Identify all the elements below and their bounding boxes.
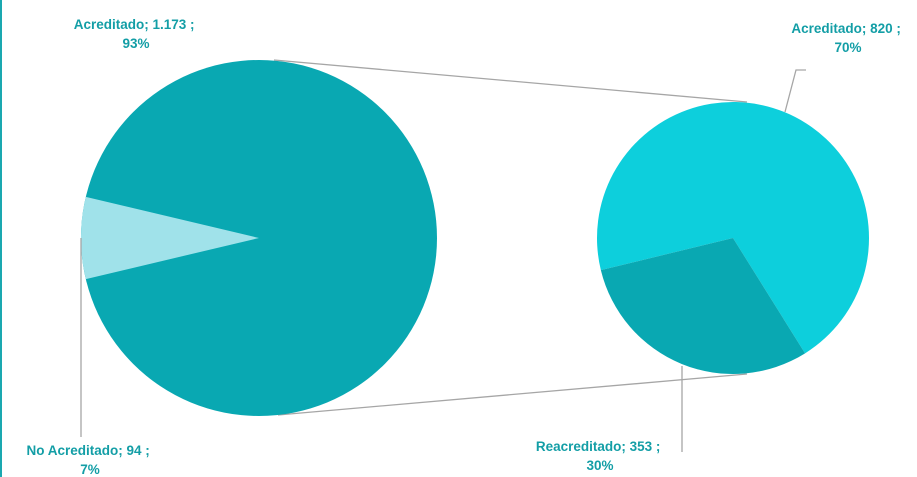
label-value: 353 [630,439,653,454]
main-pie-slice-no-acreditado[interactable] [80,196,259,280]
data-label-reacreditado: Reacreditado; 353 ; 30% [536,439,664,473]
label-value: 820 [870,21,893,36]
data-label-acreditado-main: Acreditado; 1.173 ; 93% [74,17,199,51]
label-value: 1.173 [152,17,186,32]
label-percent: 7% [80,462,100,477]
data-label-acreditado-secondary: Acreditado; 820 ; 70% [791,21,904,55]
leader-lines [80,69,806,452]
leader-line-secondary-acreditado [784,69,806,113]
data-label-no-acreditado: No Acreditado; 94 ; 7% [26,443,153,477]
label-name: Acreditado [74,17,145,32]
label-name: Acreditado [791,21,862,36]
connector-line-bottom [277,373,748,416]
label-name: No Acreditado [26,443,118,458]
label-percent: 70% [834,40,861,55]
label-value: 94 [126,443,142,458]
main-pie [80,60,437,416]
connector-lines [273,59,748,416]
label-name: Reacreditado [536,439,622,454]
label-percent: 93% [122,36,149,51]
secondary-pie-slice-reacreditado[interactable] [600,238,806,374]
secondary-pie [597,101,870,374]
secondary-pie-slice-acreditado[interactable] [597,101,870,354]
connector-line-top [273,59,748,103]
label-percent: 30% [586,458,613,473]
